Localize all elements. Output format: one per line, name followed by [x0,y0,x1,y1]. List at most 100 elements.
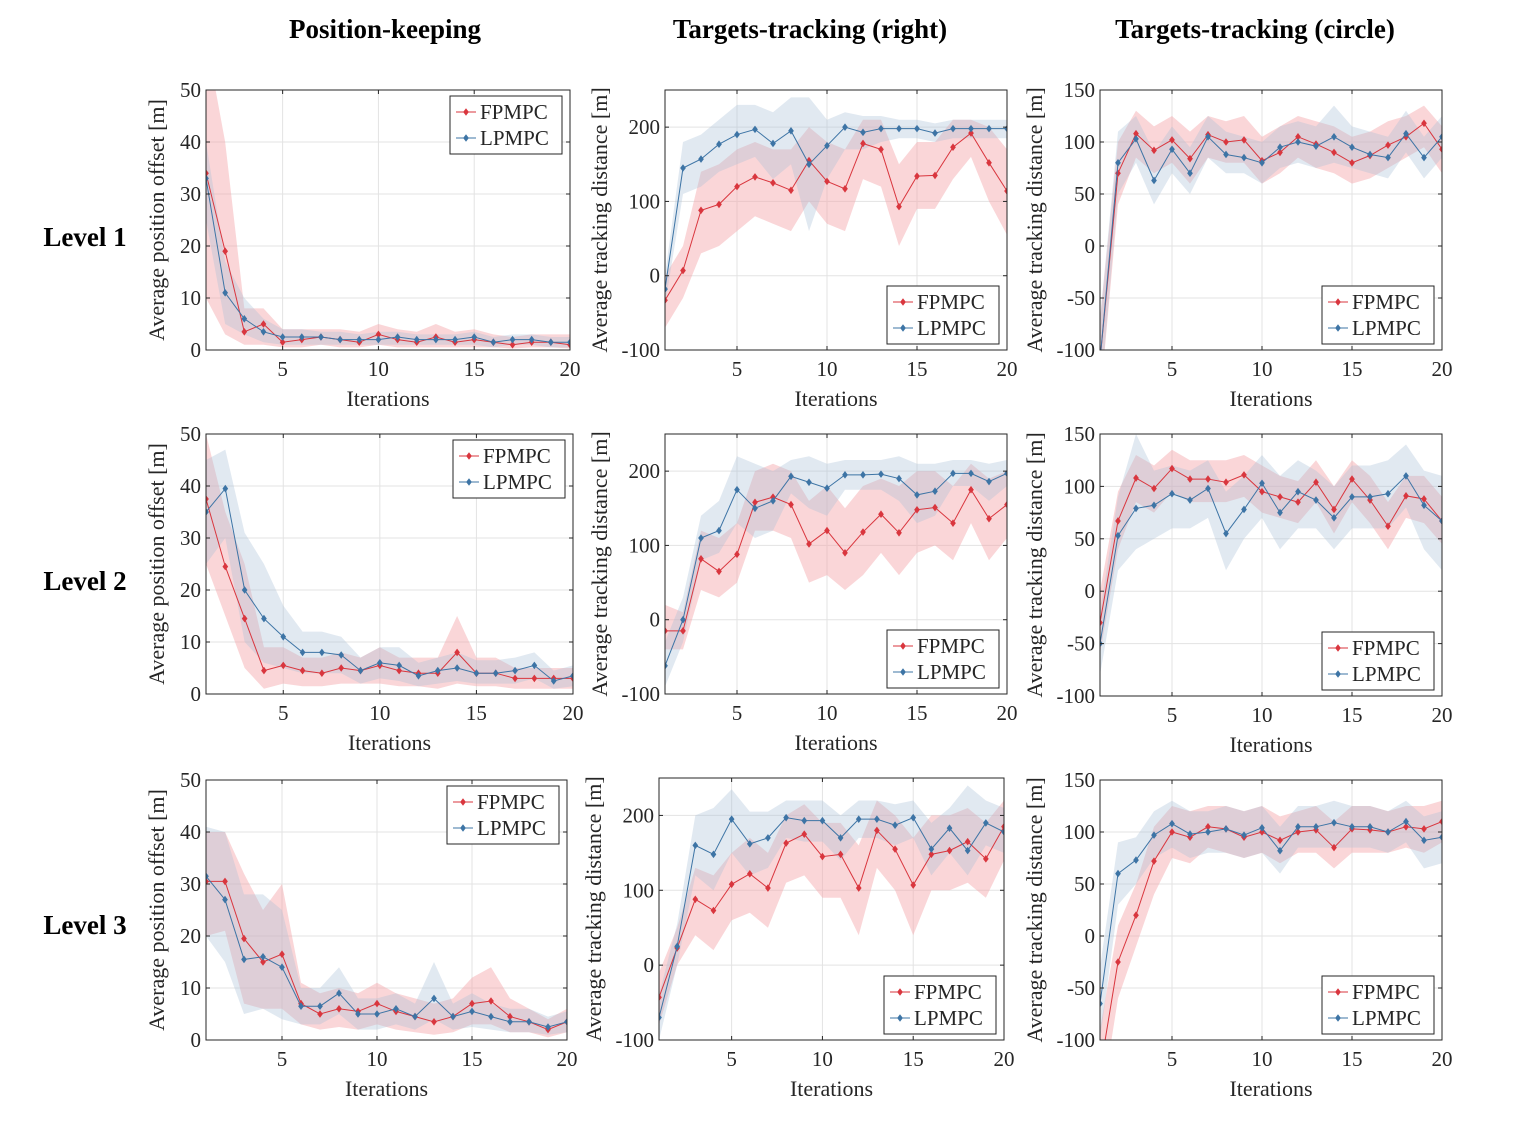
series-line-lpmpc [659,817,1004,1018]
data-point-fpmpc [950,143,956,151]
data-point-fpmpc [842,549,848,557]
x-tick-label: 10 [368,357,389,381]
data-point-lpmpc [450,1012,456,1021]
x-tick-label: 5 [1167,1047,1178,1071]
plot-content [665,97,1007,328]
data-point-lpmpc [1421,153,1427,162]
legend-marker-fpmpc [900,298,906,306]
data-point-lpmpc [728,815,735,823]
chart-panel-6: 5 10 15 20 -100 -50 0 50 100 150 Iterations Average… [1022,422,1453,757]
data-point-lpmpc [734,130,740,139]
data-point-lpmpc [492,669,499,677]
data-point-lpmpc [280,633,287,641]
data-point-lpmpc [1421,501,1427,510]
data-point-lpmpc [716,526,722,535]
data-point-fpmpc [752,498,758,507]
data-point-lpmpc [357,666,364,675]
data-point-lpmpc [1205,484,1211,493]
data-point-lpmpc [550,677,557,685]
data-point-fpmpc [1169,464,1175,473]
data-point-lpmpc [452,335,458,344]
data-point-fpmpc [716,200,722,209]
data-point-lpmpc [393,1005,399,1013]
data-point-lpmpc [473,669,480,677]
data-point-lpmpc [241,586,248,594]
series-line-lpmpc [665,472,1007,666]
y-axis-label: Average tracking distance [m] [1022,432,1047,697]
data-point-lpmpc [824,141,830,150]
data-point-lpmpc [337,335,343,344]
data-point-lpmpc [222,484,229,493]
y-tick-label: 30 [180,526,201,550]
y-tick-label: 40 [180,820,201,844]
data-point-fpmpc [241,934,247,943]
data-point-fpmpc [1205,475,1211,483]
x-tick-label: 10 [817,701,838,725]
data-point-fpmpc [1259,828,1265,836]
data-point-lpmpc [968,469,974,478]
x-axis-label: Iterations [1229,1076,1312,1101]
data-point-lpmpc [1403,129,1409,138]
data-point-lpmpc [1187,169,1193,177]
y-tick-label: 0 [650,608,661,632]
data-point-fpmpc [896,529,902,537]
y-tick-label: -100 [622,682,661,706]
data-point-lpmpc [752,504,758,513]
x-tick-label: 20 [557,1047,578,1071]
data-point-lpmpc [1313,496,1319,504]
y-axis-label: Average tracking distance [m] [587,431,612,696]
legend-label-lpmpc: LPMPC [1352,316,1421,340]
x-tick-label: 15 [1342,703,1363,727]
data-point-lpmpc [222,895,228,904]
y-tick-label: 100 [1064,474,1096,498]
data-point-lpmpc [1439,133,1442,141]
data-point-lpmpc [855,815,862,823]
chart-panel-4: 5 10 15 20 0 10 20 30 40 50 Iterations Average posi… [144,422,584,755]
column-title-targets-tracking-right: Targets-tracking (right) [672,14,948,44]
data-point-fpmpc [512,674,518,683]
axes-box [1099,433,1443,697]
data-point-lpmpc [1385,153,1391,162]
data-point-lpmpc [1169,819,1175,828]
data-point-fpmpc [206,877,209,886]
legend-label-lpmpc: LPMPC [1352,662,1421,686]
data-point-fpmpc [878,510,884,519]
series-line-fpmpc [206,880,567,1031]
data-point-lpmpc [279,333,286,341]
data-point-lpmpc [1241,153,1247,162]
data-point-fpmpc [1169,136,1175,144]
data-point-fpmpc [728,880,735,889]
data-point-lpmpc [318,333,324,341]
x-tick-label: 5 [1167,703,1178,727]
data-point-fpmpc [1349,475,1355,483]
y-tick-label: 0 [1085,579,1096,603]
data-point-fpmpc [1205,823,1211,831]
data-point-lpmpc [1100,999,1103,1008]
legend-marker-fpmpc [900,642,906,650]
y-tick-label: 40 [180,130,201,154]
data-point-fpmpc [752,173,758,181]
data-point-lpmpc [375,335,382,344]
data-point-lpmpc [1403,472,1409,480]
data-point-lpmpc [374,1010,380,1018]
data-point-lpmpc [928,845,935,853]
x-tick-label: 15 [907,357,928,381]
data-point-lpmpc [1133,135,1139,143]
y-tick-label: -50 [1067,976,1095,1000]
x-axis-label: Iterations [346,386,429,411]
row-label-level-2: Level 2 [43,566,127,596]
data-point-fpmpc [488,997,494,1005]
data-point-lpmpc [1295,823,1301,831]
x-tick-label: 15 [464,357,485,381]
data-point-lpmpc [567,338,570,346]
data-point-fpmpc [241,328,248,336]
data-point-fpmpc [874,826,880,835]
data-point-fpmpc [1331,843,1337,852]
x-tick-label: 15 [466,701,487,725]
data-point-fpmpc [222,877,228,886]
data-point-lpmpc [279,963,285,971]
data-point-fpmpc [1115,958,1121,966]
axes-box [205,89,571,351]
data-point-lpmpc [860,128,866,137]
